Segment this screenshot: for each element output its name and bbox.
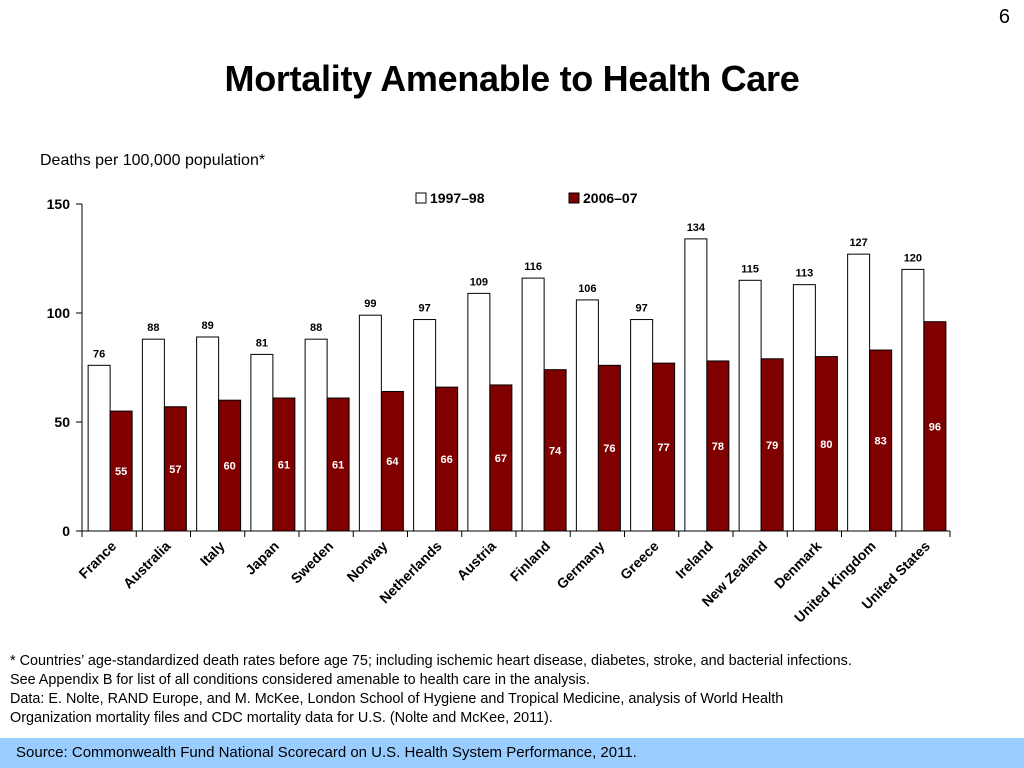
data-label-2006-07: 96 bbox=[929, 421, 941, 433]
footnote: * Countries’ age-standardized death rate… bbox=[10, 652, 1020, 728]
data-label-2006-07: 67 bbox=[495, 453, 507, 465]
x-tick-label: Finland bbox=[507, 538, 554, 585]
bar-1997-98 bbox=[792, 284, 816, 532]
data-label-2006-07: 79 bbox=[766, 440, 778, 452]
bar-1997-98 bbox=[630, 319, 654, 532]
data-label-2006-07: 57 bbox=[169, 464, 181, 476]
bar-1997-98 bbox=[901, 268, 925, 532]
bar-1997-98 bbox=[521, 277, 545, 532]
data-label-1997-98: 116 bbox=[524, 261, 542, 273]
data-label-1997-98: 127 bbox=[849, 237, 867, 249]
bar-2006-07 bbox=[326, 397, 350, 532]
bar-chart: 0 50 100 150 76 55 France 88 57 Australia 89 60 Ital… bbox=[47, 190, 951, 626]
x-tick-label: Australia bbox=[120, 538, 174, 592]
data-label-2006-07: 78 bbox=[712, 441, 724, 453]
data-label-1997-98: 89 bbox=[202, 320, 214, 332]
bar-2006-07 bbox=[923, 321, 947, 532]
legend-label: 2006–07 bbox=[583, 190, 638, 206]
bar-1997-98 bbox=[684, 238, 708, 532]
chart-subtitle: Deaths per 100,000 population* bbox=[40, 152, 266, 169]
data-label-2006-07: 76 bbox=[603, 443, 615, 455]
data-label-2006-07: 55 bbox=[115, 466, 127, 478]
data-label-1997-98: 113 bbox=[796, 268, 814, 280]
bar-1997-98 bbox=[304, 338, 328, 532]
data-label-2006-07: 61 bbox=[332, 460, 344, 472]
slide-number: 6 bbox=[998, 6, 1010, 28]
bar-2006-07 bbox=[218, 399, 242, 532]
slide-title: Mortality Amenable to Health Care bbox=[224, 58, 800, 99]
data-label-2006-07: 64 bbox=[386, 456, 399, 468]
data-label-1997-98: 115 bbox=[741, 263, 759, 275]
bar-2006-07 bbox=[652, 362, 676, 532]
data-label-2006-07: 77 bbox=[658, 442, 670, 454]
footnote-line: See Appendix B for list of all condition… bbox=[10, 672, 590, 688]
x-tick-label: Germany bbox=[553, 538, 607, 592]
x-tick-label: France bbox=[75, 538, 119, 582]
x-tick-label: Ireland bbox=[672, 538, 716, 582]
bar-2006-07 bbox=[272, 397, 296, 532]
bar-1997-98 bbox=[358, 314, 382, 532]
x-tick-label: Sweden bbox=[288, 538, 337, 587]
bar-2006-07 bbox=[597, 364, 621, 532]
bar-2006-07 bbox=[109, 410, 133, 532]
bar-2006-07 bbox=[489, 384, 513, 532]
bar-2006-07 bbox=[163, 406, 187, 532]
data-label-1997-98: 76 bbox=[93, 348, 105, 360]
y-tick-label: 50 bbox=[54, 414, 70, 430]
bar-2006-07 bbox=[435, 386, 459, 532]
bar-1997-98 bbox=[141, 338, 165, 532]
bar-2006-07 bbox=[760, 358, 784, 532]
x-tick-label: Denmark bbox=[771, 538, 825, 592]
x-tick-label: Austria bbox=[454, 538, 500, 584]
data-label-2006-07: 80 bbox=[820, 439, 832, 451]
legend-swatch bbox=[415, 192, 427, 204]
data-label-1997-98: 97 bbox=[419, 303, 431, 315]
bar-1997-98 bbox=[413, 319, 437, 532]
x-tick-label: Greece bbox=[617, 538, 662, 583]
data-label-1997-98: 99 bbox=[364, 298, 376, 310]
bar-2006-07 bbox=[706, 360, 730, 532]
data-label-2006-07: 83 bbox=[875, 436, 887, 448]
y-tick-label: 150 bbox=[47, 196, 71, 212]
legend-swatch bbox=[568, 192, 580, 204]
footnote-line: * Countries’ age-standardized death rate… bbox=[10, 653, 852, 669]
bar-1997-98 bbox=[847, 253, 871, 532]
x-tick-label: Italy bbox=[197, 538, 228, 569]
bar-1997-98 bbox=[467, 292, 491, 532]
bar-1997-98 bbox=[250, 353, 274, 532]
bar-1997-98 bbox=[738, 279, 762, 532]
bar-2006-07 bbox=[543, 369, 567, 532]
data-label-1997-98: 134 bbox=[687, 222, 706, 234]
y-tick-label: 0 bbox=[62, 523, 70, 539]
footnote-line: Organization mortality files and CDC mor… bbox=[10, 710, 553, 726]
data-label-2006-07: 61 bbox=[278, 460, 290, 472]
data-label-2006-07: 74 bbox=[549, 445, 562, 457]
data-label-1997-98: 97 bbox=[636, 303, 648, 315]
bar-1997-98 bbox=[575, 299, 599, 532]
data-label-1997-98: 88 bbox=[147, 322, 159, 334]
bar-2006-07 bbox=[380, 390, 404, 532]
x-tick-label: Japan bbox=[242, 538, 282, 578]
data-label-1997-98: 106 bbox=[578, 283, 596, 295]
data-label-1997-98: 120 bbox=[904, 252, 922, 264]
bar-1997-98 bbox=[87, 364, 111, 532]
y-tick-label: 100 bbox=[47, 305, 71, 321]
footnote-line: Data: E. Nolte, RAND Europe, and M. McKe… bbox=[10, 691, 784, 707]
x-tick-label: Norway bbox=[343, 538, 390, 585]
bar-2006-07 bbox=[814, 356, 838, 532]
data-label-2006-07: 66 bbox=[441, 454, 453, 466]
data-label-1997-98: 81 bbox=[256, 337, 268, 349]
bar-1997-98 bbox=[196, 336, 220, 532]
bar-2006-07 bbox=[869, 349, 893, 532]
source-text: Source: Commonwealth Fund National Score… bbox=[16, 744, 637, 761]
data-label-1997-98: 109 bbox=[470, 276, 488, 288]
data-label-1997-98: 88 bbox=[310, 322, 322, 334]
legend-label: 1997–98 bbox=[430, 190, 485, 206]
data-label-2006-07: 60 bbox=[224, 461, 236, 473]
source-bar: Source: Commonwealth Fund National Score… bbox=[0, 738, 1024, 768]
